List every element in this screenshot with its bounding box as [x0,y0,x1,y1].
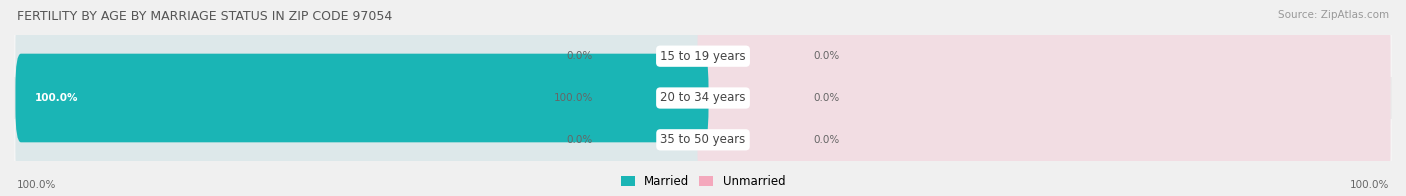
Legend: Married, Unmarried: Married, Unmarried [620,175,786,188]
FancyBboxPatch shape [697,95,1391,184]
Text: 0.0%: 0.0% [813,135,839,145]
FancyBboxPatch shape [15,12,709,101]
Bar [14,77,1392,119]
FancyBboxPatch shape [697,54,1391,142]
FancyBboxPatch shape [15,95,709,184]
Text: 15 to 19 years: 15 to 19 years [661,50,745,63]
Bar [14,119,1392,161]
Text: 35 to 50 years: 35 to 50 years [661,133,745,146]
Bar [14,35,1392,77]
Text: 0.0%: 0.0% [813,93,839,103]
Text: Source: ZipAtlas.com: Source: ZipAtlas.com [1278,10,1389,20]
Text: 20 to 34 years: 20 to 34 years [661,92,745,104]
Text: 0.0%: 0.0% [813,51,839,61]
Text: 100.0%: 100.0% [1350,180,1389,190]
FancyBboxPatch shape [15,54,709,142]
Text: 100.0%: 100.0% [35,93,79,103]
Text: 100.0%: 100.0% [17,180,56,190]
Text: FERTILITY BY AGE BY MARRIAGE STATUS IN ZIP CODE 97054: FERTILITY BY AGE BY MARRIAGE STATUS IN Z… [17,10,392,23]
Text: 0.0%: 0.0% [567,135,593,145]
Text: 100.0%: 100.0% [554,93,593,103]
Text: 0.0%: 0.0% [567,51,593,61]
FancyBboxPatch shape [697,12,1391,101]
FancyBboxPatch shape [15,54,709,142]
